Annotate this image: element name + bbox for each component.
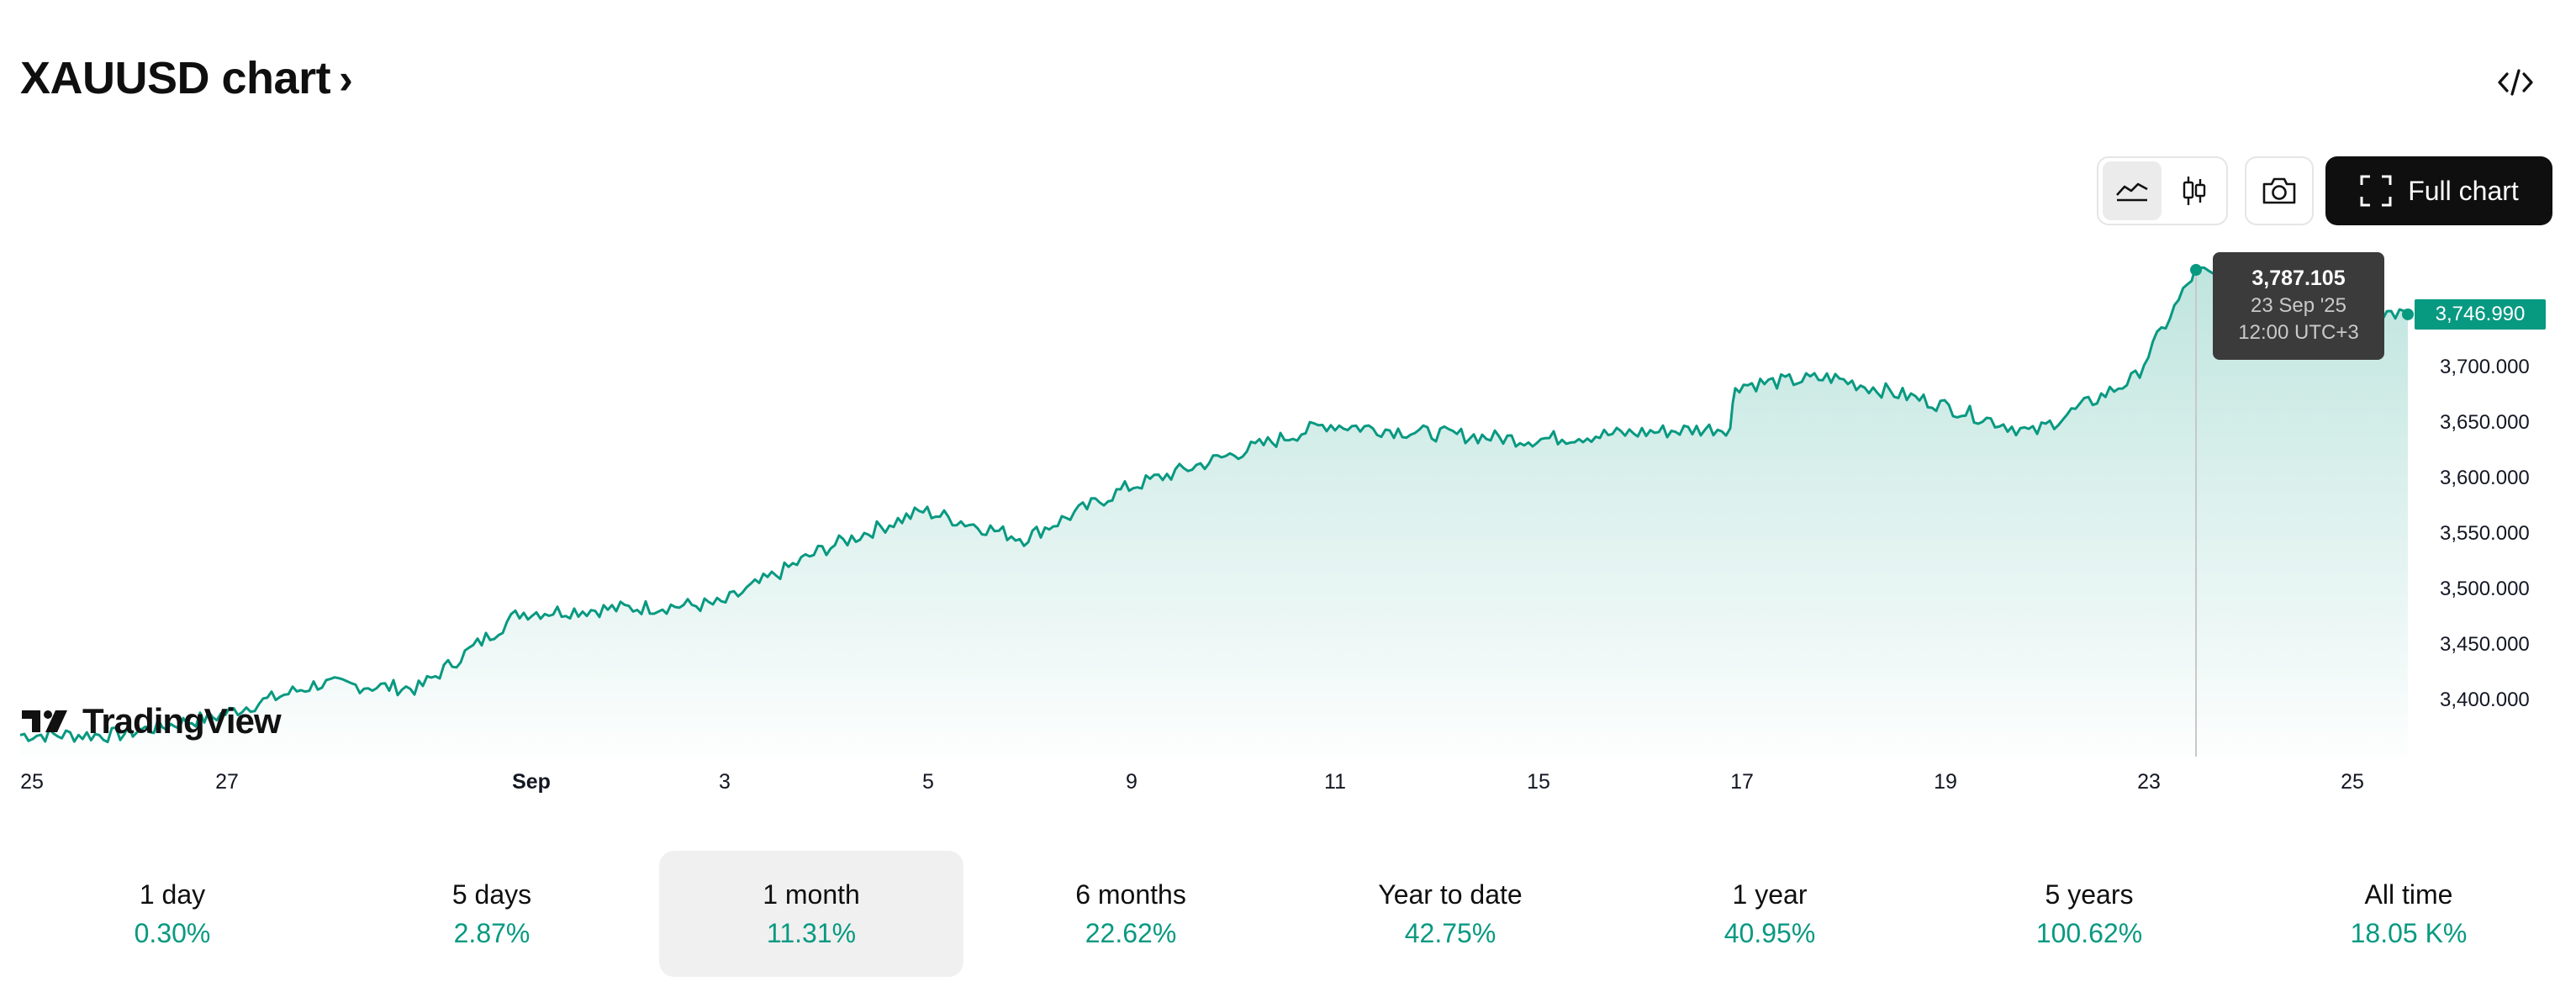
candlestick-chart-button[interactable] bbox=[2165, 161, 2224, 220]
camera-icon bbox=[2262, 177, 2296, 204]
period-label: 5 years bbox=[2045, 879, 2134, 910]
tradingview-logo[interactable]: TradingView bbox=[20, 701, 282, 741]
period-label: All time bbox=[2364, 879, 2453, 910]
fullscreen-icon bbox=[2360, 175, 2392, 207]
tooltip-time: 12:00 UTC+3 bbox=[2238, 321, 2359, 344]
y-tick-label: 3,650.000 bbox=[2440, 411, 2530, 434]
period-1-year[interactable]: 1 year 40.95% bbox=[1618, 851, 1922, 977]
x-tick-label: 19 bbox=[1934, 770, 1957, 794]
period-label: 1 year bbox=[1732, 879, 1808, 910]
period-1-day[interactable]: 1 day 0.30% bbox=[20, 851, 325, 977]
x-tick-label: 3 bbox=[719, 770, 731, 794]
candlestick-icon bbox=[2183, 177, 2206, 205]
price-chart[interactable]: 25 27 Sep 3 5 9 11 15 17 19 23 25 3,400.000 3,450.00… bbox=[0, 227, 2576, 815]
last-price-label: 3,746.990 bbox=[2415, 299, 2546, 330]
x-tick-label: 9 bbox=[1126, 770, 1138, 794]
period-1-month[interactable]: 1 month 11.31% bbox=[659, 851, 963, 977]
x-tick-label: Sep bbox=[512, 770, 551, 794]
x-tick-label: 23 bbox=[2137, 770, 2161, 794]
area-chart-button[interactable] bbox=[2103, 161, 2162, 220]
last-price-point bbox=[2402, 308, 2414, 320]
crosshair-tooltip: 3,787.105 23 Sep '25 12:00 UTC+3 bbox=[2213, 252, 2384, 360]
y-tick-label: 3,400.000 bbox=[2440, 689, 2530, 711]
x-tick-label: 27 bbox=[215, 770, 239, 794]
area-fill bbox=[20, 265, 2408, 757]
y-tick-label: 3,700.000 bbox=[2440, 356, 2530, 378]
tooltip-value: 3,787.105 bbox=[2251, 266, 2346, 290]
period-label: 6 months bbox=[1075, 879, 1186, 910]
x-tick-label: 11 bbox=[1324, 770, 1346, 794]
price-line bbox=[19, 263, 2409, 744]
period-change: 40.95% bbox=[1723, 918, 1816, 948]
tradingview-logo-icon bbox=[22, 710, 67, 732]
period-change: 0.30% bbox=[134, 918, 211, 948]
full-chart-button[interactable]: Full chart bbox=[2325, 156, 2552, 225]
embed-code-button[interactable] bbox=[2489, 59, 2542, 106]
period-change: 11.31% bbox=[766, 918, 857, 948]
period-label: 1 month bbox=[763, 879, 860, 910]
period-change: 22.62% bbox=[1085, 918, 1177, 948]
period-5-days[interactable]: 5 days 2.87% bbox=[340, 851, 644, 977]
period-selector: 1 day 0.30% 5 days 2.87% 1 month 11.31% … bbox=[0, 851, 2576, 977]
period-label: Year to date bbox=[1378, 879, 1523, 910]
chart-title-link[interactable]: XAUUSD chart › bbox=[20, 52, 353, 104]
page-title: XAUUSD chart bbox=[20, 53, 331, 103]
x-tick-label: 25 bbox=[20, 770, 44, 794]
snapshot-group bbox=[2245, 156, 2314, 225]
period-5-years[interactable]: 5 years 100.62% bbox=[1937, 851, 2241, 977]
tooltip-date: 23 Sep '25 bbox=[2250, 294, 2346, 317]
period-all-time[interactable]: All time 18.05 K% bbox=[2257, 851, 2561, 977]
period-6-months[interactable]: 6 months 22.62% bbox=[979, 851, 1283, 977]
snapshot-button[interactable] bbox=[2250, 161, 2309, 220]
chevron-right-icon: › bbox=[339, 55, 353, 103]
period-label: 1 day bbox=[139, 879, 206, 910]
y-tick-label: 3,550.000 bbox=[2440, 522, 2530, 545]
period-change: 18.05 K% bbox=[2350, 918, 2468, 948]
x-tick-label: 15 bbox=[1527, 770, 1550, 794]
y-tick-label: 3,500.000 bbox=[2440, 578, 2530, 600]
chart-type-toggle bbox=[2097, 156, 2228, 225]
y-tick-label: 3,600.000 bbox=[2440, 467, 2530, 489]
x-tick-label: 5 bbox=[922, 770, 934, 794]
period-year-to-date[interactable]: Year to date 42.75% bbox=[1298, 851, 1602, 977]
full-chart-label: Full chart bbox=[2408, 175, 2519, 206]
area-chart-icon bbox=[2116, 182, 2148, 202]
logo-text: TradingView bbox=[82, 701, 282, 741]
period-change: 42.75% bbox=[1404, 918, 1497, 948]
period-label: 5 days bbox=[451, 879, 532, 910]
y-tick-label: 3,450.000 bbox=[2440, 633, 2530, 656]
period-change: 100.62% bbox=[2035, 918, 2143, 948]
period-change: 2.87% bbox=[453, 918, 531, 948]
highlight-point bbox=[2190, 264, 2202, 277]
code-icon bbox=[2498, 69, 2533, 96]
x-tick-label: 17 bbox=[1730, 770, 1754, 794]
x-tick-label: 25 bbox=[2341, 770, 2364, 794]
